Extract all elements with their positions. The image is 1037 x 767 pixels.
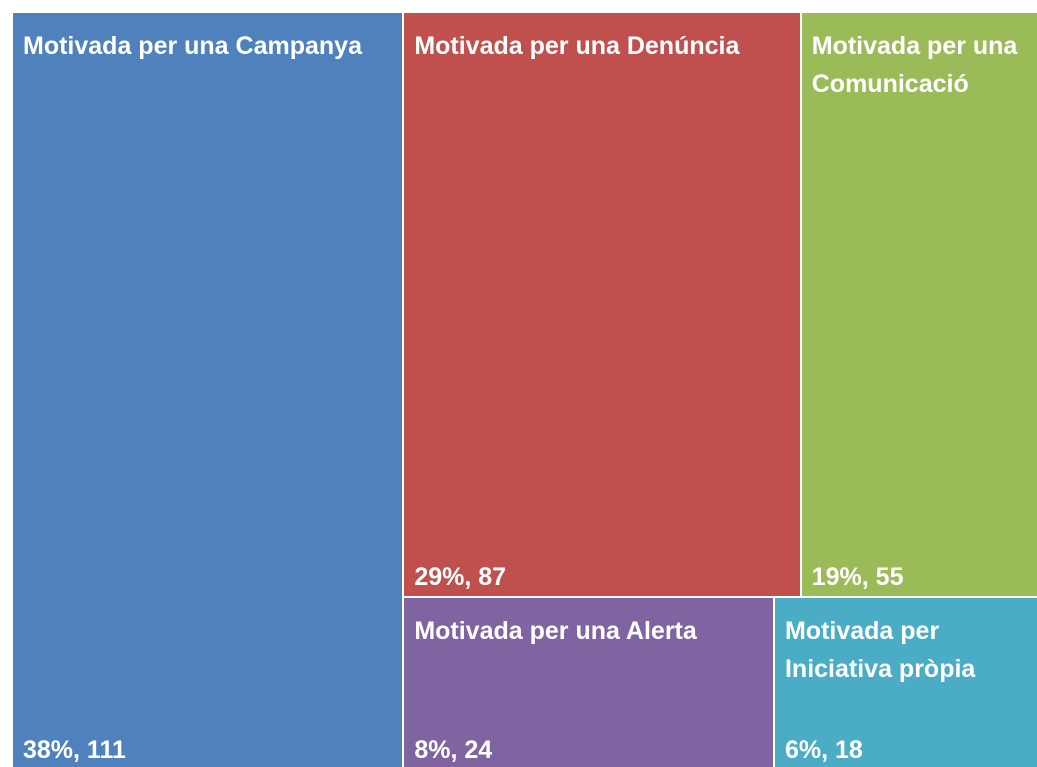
value-label: 38%, 111 — [23, 736, 126, 764]
treemap-cell: Motivada per una Alerta 8%, 24 — [403, 596, 774, 767]
value-label: 29%, 87 — [414, 562, 507, 591]
value-label: 6%, 18 — [784, 735, 863, 764]
value-label: 8%, 24 — [414, 735, 493, 764]
cell-label: Motivada per Iniciativa pròpia — [784, 616, 976, 683]
cell-label: Motivada per una Campanya — [23, 32, 362, 60]
treemap-cell: Motivada per Iniciativa pròpia 6%, 18 — [773, 596, 1037, 767]
treemap-cell: Motivada per una Campanya 38%, 111 — [12, 12, 404, 767]
treemap-cell: Motivada per una Comunicació 19%, 55 — [800, 12, 1037, 597]
value-label: 19%, 55 — [811, 562, 904, 591]
cell-label: Motivada per una Denúncia — [414, 32, 740, 60]
treemap-cell: Motivada per una Denúncia 29%, 87 — [403, 12, 801, 597]
cell-label: Motivada per una Alerta — [414, 616, 697, 645]
cell-label: Motivada per una Comunicació — [811, 32, 1018, 98]
